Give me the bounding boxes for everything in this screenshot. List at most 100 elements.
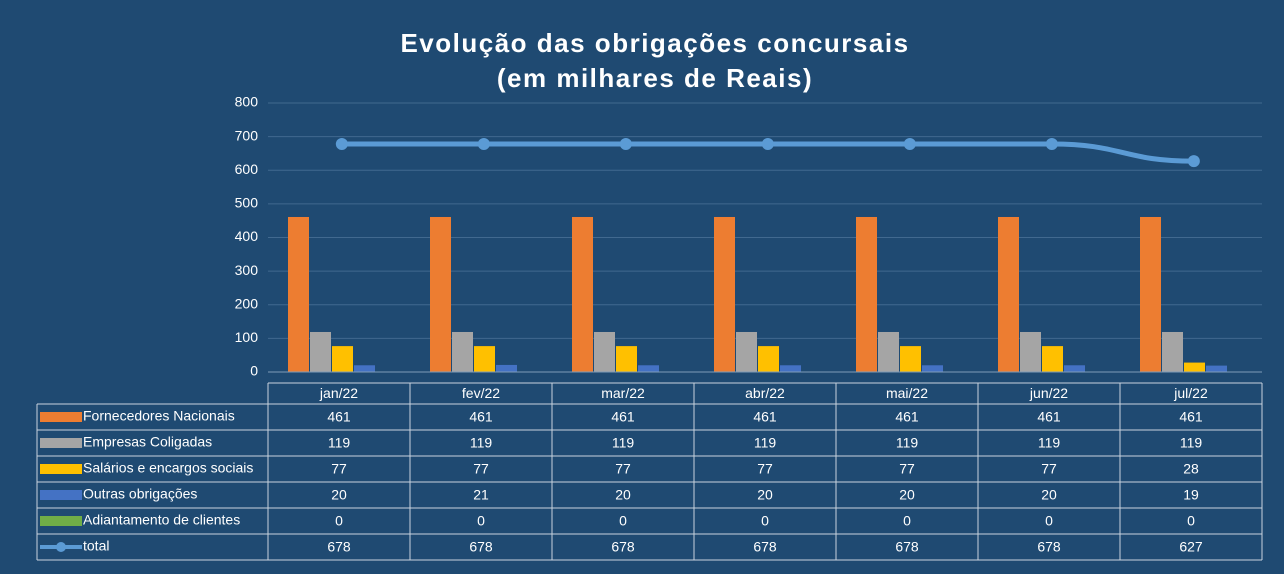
bar xyxy=(288,216,309,372)
table-cell: 461 xyxy=(895,409,919,425)
table-cell: 119 xyxy=(1038,435,1061,451)
bar xyxy=(354,365,375,372)
bar xyxy=(310,331,331,372)
y-tick-label: 200 xyxy=(235,295,259,311)
legend-swatch xyxy=(40,438,82,448)
x-tick-label: abr/22 xyxy=(745,385,785,401)
table-cell: 119 xyxy=(1180,435,1203,451)
table-cell: 21 xyxy=(473,487,489,503)
bar xyxy=(1140,216,1161,372)
y-tick-label: 700 xyxy=(235,127,259,143)
bar xyxy=(1042,346,1063,372)
x-tick-label: mar/22 xyxy=(601,385,645,401)
table-cell: 19 xyxy=(1183,487,1199,503)
table-cell: 20 xyxy=(757,487,773,503)
legend-swatch xyxy=(40,412,82,422)
table-cell: 77 xyxy=(615,461,631,477)
bar xyxy=(1162,331,1183,372)
legend-swatch xyxy=(40,516,82,526)
table-cell: 678 xyxy=(611,539,635,555)
x-tick-label: fev/22 xyxy=(462,385,500,401)
table-cell: 461 xyxy=(469,409,493,425)
table-cell: 119 xyxy=(328,435,351,451)
x-tick-label: jan/22 xyxy=(319,385,358,401)
chart-subtitle: (em milhares de Reais) xyxy=(497,63,813,93)
table-cell: 28 xyxy=(1183,461,1199,477)
bar xyxy=(572,216,593,372)
bar xyxy=(452,331,473,372)
table-cell: 77 xyxy=(473,461,489,477)
x-tick-label: jul/22 xyxy=(1173,385,1208,401)
bar xyxy=(1184,362,1205,372)
line-point xyxy=(1045,138,1058,151)
y-tick-label: 500 xyxy=(235,195,259,211)
table-cell: 0 xyxy=(1045,513,1053,529)
legend-label: total xyxy=(83,538,109,554)
bar xyxy=(1064,365,1085,372)
chart-title: Evolução das obrigações concursais xyxy=(400,28,909,58)
bar xyxy=(1206,365,1227,372)
line-point xyxy=(761,138,774,151)
table-cell: 20 xyxy=(1041,487,1057,503)
table-cell: 678 xyxy=(895,539,919,555)
legend-swatch xyxy=(56,542,66,552)
bar xyxy=(900,346,921,372)
bar xyxy=(780,365,801,372)
y-tick-label: 100 xyxy=(235,329,259,345)
legend-label: Empresas Coligadas xyxy=(83,434,212,450)
bar xyxy=(496,364,517,372)
bar xyxy=(998,216,1019,372)
table-cell: 678 xyxy=(1037,539,1061,555)
legend-label: Fornecedores Nacionais xyxy=(83,408,235,424)
legend-label: Adiantamento de clientes xyxy=(83,512,240,528)
bar xyxy=(922,365,943,372)
bar xyxy=(474,346,495,372)
table-cell: 77 xyxy=(1041,461,1057,477)
legend-label: Salários e encargos sociais xyxy=(83,460,253,476)
table-cell: 0 xyxy=(335,513,343,529)
legend-label: Outras obrigações xyxy=(83,486,197,502)
bar xyxy=(856,216,877,372)
table-cell: 77 xyxy=(899,461,915,477)
table-cell: 20 xyxy=(615,487,631,503)
legend-swatch xyxy=(40,464,82,474)
y-tick-label: 300 xyxy=(235,262,259,278)
table-cell: 0 xyxy=(1187,513,1195,529)
table-cell: 461 xyxy=(753,409,777,425)
table-cell: 20 xyxy=(331,487,347,503)
table-cell: 461 xyxy=(1179,409,1203,425)
table-cell: 20 xyxy=(899,487,915,503)
line-point xyxy=(477,138,490,151)
bar xyxy=(616,346,637,372)
line-point xyxy=(903,138,916,151)
table-cell: 627 xyxy=(1179,539,1203,555)
bar xyxy=(430,216,451,372)
table-cell: 0 xyxy=(477,513,485,529)
table-cell: 0 xyxy=(761,513,769,529)
table-cell: 119 xyxy=(896,435,919,451)
x-tick-label: jun/22 xyxy=(1029,385,1068,401)
bar xyxy=(332,346,353,372)
bar xyxy=(878,331,899,372)
line-point xyxy=(619,138,632,151)
table-cell: 678 xyxy=(469,539,493,555)
table-cell: 678 xyxy=(327,539,351,555)
table-cell: 0 xyxy=(903,513,911,529)
bar xyxy=(1020,331,1041,372)
bar xyxy=(736,331,757,372)
y-tick-label: 800 xyxy=(235,94,259,110)
line-point xyxy=(1187,155,1200,168)
line-point xyxy=(335,138,348,151)
bar xyxy=(714,216,735,372)
table-cell: 119 xyxy=(612,435,635,451)
y-tick-label: 0 xyxy=(250,363,258,379)
bar xyxy=(594,331,615,372)
table-cell: 461 xyxy=(611,409,635,425)
table-cell: 0 xyxy=(619,513,627,529)
bar xyxy=(638,365,659,372)
table-cell: 461 xyxy=(327,409,351,425)
bar xyxy=(758,346,779,372)
table-cell: 461 xyxy=(1037,409,1061,425)
legend-swatch xyxy=(40,490,82,500)
